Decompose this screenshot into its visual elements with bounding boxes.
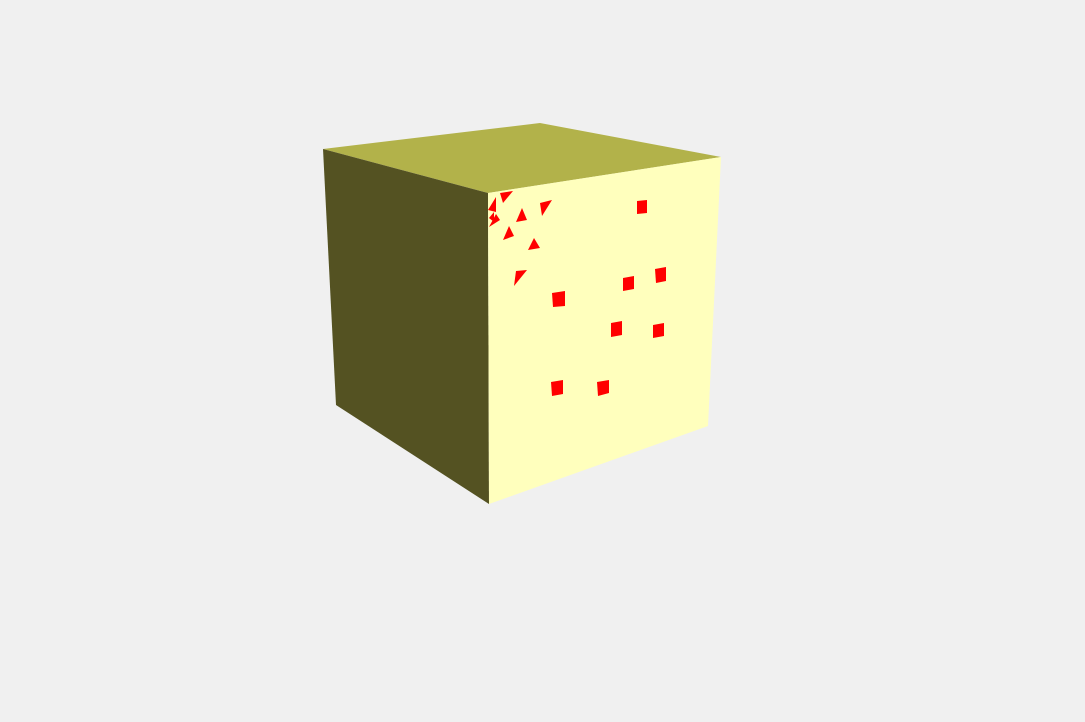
red-marker	[655, 267, 666, 283]
red-marker	[552, 291, 565, 307]
red-marker	[528, 238, 540, 250]
red-marker	[489, 212, 494, 222]
red-marker	[540, 200, 552, 216]
red-marker	[597, 380, 609, 396]
red-marker	[514, 270, 527, 286]
red-marker	[611, 321, 622, 337]
cube-left-face	[323, 149, 489, 504]
red-marker	[500, 191, 513, 203]
cube-top-face	[323, 123, 721, 193]
cube-front-face	[488, 157, 721, 504]
red-marker	[516, 208, 527, 222]
red-marker	[623, 276, 634, 291]
red-marker	[637, 200, 647, 214]
red-marker	[653, 323, 664, 338]
red-marker	[503, 226, 514, 240]
red-marker	[488, 197, 496, 212]
red-markers	[488, 191, 666, 396]
red-marker	[489, 214, 500, 227]
red-marker	[551, 380, 563, 396]
